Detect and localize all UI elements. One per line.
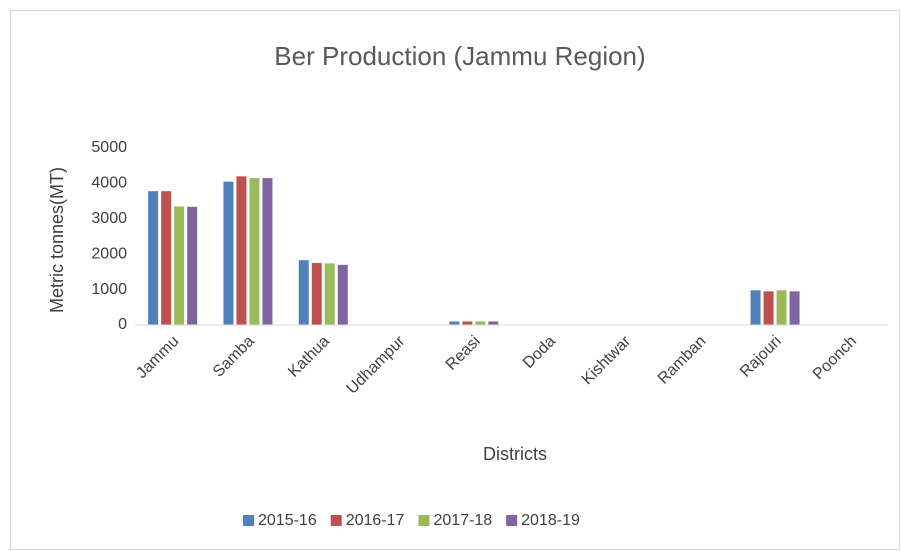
legend-label: 2016-17: [346, 512, 405, 529]
bar: [475, 321, 486, 325]
legend-swatch: [506, 515, 518, 526]
chart-title: Ber Production (Jammu Region): [274, 41, 645, 71]
bar: [298, 260, 309, 325]
legend-swatch: [418, 515, 430, 526]
bar: [449, 321, 460, 325]
y-tick-label: 3000: [91, 210, 127, 227]
bar: [789, 291, 800, 325]
legend-label: 2015-16: [258, 512, 317, 529]
bar: [337, 264, 348, 325]
bar: [462, 321, 473, 325]
bar: [187, 206, 198, 325]
chart-border: [10, 10, 900, 550]
bar: [750, 290, 761, 325]
bar: [223, 181, 234, 325]
y-tick-label: 0: [118, 316, 127, 333]
y-tick-label: 1000: [91, 281, 127, 298]
bar: [236, 176, 247, 325]
bar: [161, 191, 172, 325]
legend-label: 2018-19: [521, 512, 580, 529]
x-axis-label: Districts: [483, 444, 547, 464]
bar: [324, 263, 335, 325]
bar: [488, 321, 499, 325]
y-tick-label: 4000: [91, 175, 127, 192]
bar: [311, 263, 322, 325]
bar: [174, 206, 185, 325]
bar: [776, 290, 787, 325]
y-tick-label: 2000: [91, 245, 127, 262]
bar: [262, 178, 273, 325]
legend-swatch: [243, 515, 254, 526]
legend-swatch: [330, 515, 342, 526]
bar: [763, 291, 774, 325]
y-axis-label: Metric tonnes(MT): [47, 167, 67, 313]
bar: [249, 178, 260, 325]
y-tick-label: 5000: [91, 139, 127, 156]
legend-label: 2017-18: [433, 512, 492, 529]
bar: [148, 191, 159, 325]
